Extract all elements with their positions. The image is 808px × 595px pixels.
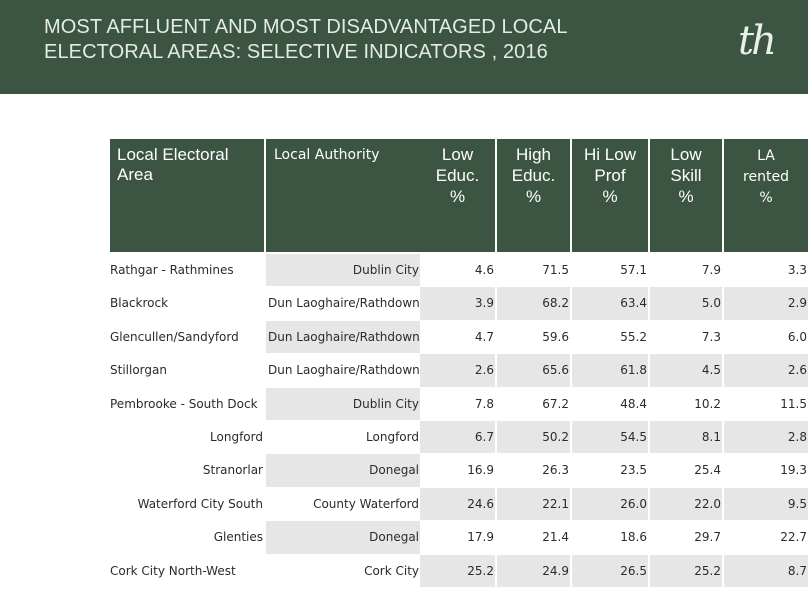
cell-la-rented: 6.0 bbox=[724, 320, 808, 354]
cell-la-rented: 2.8 bbox=[724, 421, 808, 454]
cell-hi-low-prof: 55.2 bbox=[572, 320, 648, 354]
header-low-educ: Low Educ. % bbox=[420, 139, 495, 252]
cell-high-educ: 67.2 bbox=[497, 387, 570, 420]
title-banner: MOST AFFLUENT AND MOST DISADVANTAGED LOC… bbox=[0, 0, 808, 94]
cell-authority: Dun Laoghaire/Rathdown bbox=[266, 287, 420, 320]
cell-high-educ: 22.1 bbox=[497, 487, 570, 521]
cell-low-skill: 8.1 bbox=[650, 421, 722, 454]
cell-low-skill: 7.9 bbox=[650, 254, 722, 287]
cell-hi-low-prof: 54.5 bbox=[572, 421, 648, 454]
header-low-skill: Low Skill % bbox=[650, 139, 722, 252]
slide-title-line1: MOST AFFLUENT AND MOST DISADVANTAGED LOC… bbox=[44, 16, 568, 38]
cell-authority: Dublin City bbox=[266, 387, 420, 420]
cell-hi-low-prof: 48.4 bbox=[572, 387, 648, 420]
th-logo: th bbox=[738, 18, 777, 64]
cell-authority: Longford bbox=[266, 421, 420, 454]
cell-area: Glencullen/Sandyford bbox=[108, 320, 264, 354]
cell-la-rented: 2.6 bbox=[724, 354, 808, 387]
cell-low-skill: 4.5 bbox=[650, 354, 722, 387]
cell-hi-low-prof: 18.6 bbox=[572, 521, 648, 554]
cell-high-educ: 24.9 bbox=[497, 554, 570, 587]
cell-la-rented: 11.5 bbox=[724, 387, 808, 420]
cell-low-skill: 25.4 bbox=[650, 454, 722, 487]
cell-low-educ: 2.6 bbox=[420, 354, 495, 387]
cell-low-educ: 17.9 bbox=[420, 521, 495, 554]
cell-authority: Donegal bbox=[266, 521, 420, 554]
cell-area: Cork City North-West bbox=[108, 554, 264, 587]
cell-high-educ: 21.4 bbox=[497, 521, 570, 554]
cell-low-educ: 24.6 bbox=[420, 487, 495, 521]
cell-low-educ: 3.9 bbox=[420, 287, 495, 320]
cell-la-rented: 3.3 bbox=[724, 254, 808, 287]
cell-la-rented: 22.7 bbox=[724, 521, 808, 554]
cell-area: Stillorgan bbox=[108, 354, 264, 387]
cell-area: Stranorlar bbox=[108, 454, 264, 487]
cell-high-educ: 26.3 bbox=[497, 454, 570, 487]
cell-area: Pembrooke - South Dock bbox=[108, 387, 264, 420]
cell-low-educ: 4.6 bbox=[420, 254, 495, 287]
slide-title-line2: ELECTORAL AREAS: SELECTIVE INDICATORS , … bbox=[44, 41, 548, 63]
cell-la-rented: 19.3 bbox=[724, 454, 808, 487]
cell-area: Longford bbox=[108, 421, 264, 454]
header-authority: Local Authority bbox=[266, 139, 420, 252]
cell-hi-low-prof: 61.8 bbox=[572, 354, 648, 387]
cell-authority: Dublin City bbox=[266, 254, 420, 287]
cell-area: Glenties bbox=[108, 521, 264, 554]
cell-authority: Donegal bbox=[266, 454, 420, 487]
cell-authority: County Waterford bbox=[266, 487, 420, 521]
cell-high-educ: 50.2 bbox=[497, 421, 570, 454]
cell-low-skill: 5.0 bbox=[650, 287, 722, 320]
cell-high-educ: 68.2 bbox=[497, 287, 570, 320]
header-la-rented: LA rented % bbox=[724, 139, 808, 252]
cell-hi-low-prof: 23.5 bbox=[572, 454, 648, 487]
header-area: Local Electoral Area bbox=[110, 139, 264, 252]
cell-authority: Dun Laoghaire/Rathdown bbox=[266, 354, 420, 387]
cell-high-educ: 71.5 bbox=[497, 254, 570, 287]
cell-high-educ: 65.6 bbox=[497, 354, 570, 387]
cell-area: Rathgar - Rathmines bbox=[108, 254, 264, 287]
cell-hi-low-prof: 57.1 bbox=[572, 254, 648, 287]
slide-title: MOST AFFLUENT AND MOST DISADVANTAGED LOC… bbox=[44, 15, 684, 65]
cell-low-educ: 6.7 bbox=[420, 421, 495, 454]
header-hi-low-prof: Hi Low Prof % bbox=[572, 139, 648, 252]
cell-authority: Cork City bbox=[266, 554, 420, 587]
cell-low-skill: 7.3 bbox=[650, 320, 722, 354]
cell-hi-low-prof: 26.5 bbox=[572, 554, 648, 587]
cell-high-educ: 59.6 bbox=[497, 320, 570, 354]
cell-low-skill: 29.7 bbox=[650, 521, 722, 554]
cell-low-educ: 16.9 bbox=[420, 454, 495, 487]
cell-area: Blackrock bbox=[108, 287, 264, 320]
cell-low-educ: 25.2 bbox=[420, 554, 495, 587]
cell-hi-low-prof: 26.0 bbox=[572, 487, 648, 521]
cell-la-rented: 8.7 bbox=[724, 554, 808, 587]
cell-low-skill: 25.2 bbox=[650, 554, 722, 587]
cell-hi-low-prof: 63.4 bbox=[572, 287, 648, 320]
cell-area: Waterford City South bbox=[108, 487, 264, 521]
cell-low-skill: 10.2 bbox=[650, 387, 722, 420]
header-high-educ: High Educ. % bbox=[497, 139, 570, 252]
cell-low-skill: 22.0 bbox=[650, 487, 722, 521]
cell-low-educ: 7.8 bbox=[420, 387, 495, 420]
cell-la-rented: 2.9 bbox=[724, 287, 808, 320]
cell-low-educ: 4.7 bbox=[420, 320, 495, 354]
cell-authority: Dun Laoghaire/Rathdown bbox=[266, 320, 420, 354]
cell-la-rented: 9.5 bbox=[724, 487, 808, 521]
